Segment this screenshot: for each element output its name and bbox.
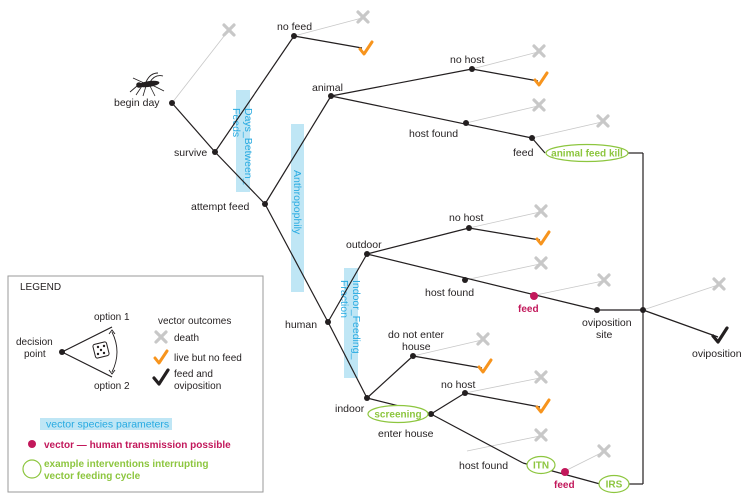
indoor-label: indoor (335, 403, 365, 415)
animal-label: animal (312, 82, 343, 94)
survive-label: survive (174, 147, 207, 159)
legend-param-swatch (40, 418, 172, 430)
screening-label: screening (374, 410, 421, 421)
param-bar-indoor-feeding-fraction (344, 268, 358, 378)
host-found-animal-label: host found (409, 128, 458, 140)
legend-live-no-feed: live but no feed (174, 353, 242, 364)
no-feed-label: no feed (277, 21, 312, 33)
transmission-point-outdoor (530, 292, 538, 300)
itn-label: ITN (533, 461, 549, 472)
no-host-outdoor-label: no host (449, 212, 484, 224)
feed-indoor-label: feed (554, 480, 575, 491)
host-found-indoor-label: host found (459, 460, 508, 472)
enter-house-label: enter house (378, 428, 434, 440)
legend-feed-oviposition: feed and oviposition (174, 369, 221, 392)
death-branches (171, 17, 719, 472)
legend-species-params: vector species parameters (46, 419, 169, 431)
do-not-enter-house-label: do not enter house (388, 329, 445, 353)
feed-animal-label: feed (513, 147, 534, 159)
dice-icon (92, 341, 110, 359)
begin-day-label: begin day (114, 97, 160, 109)
decision-nodes (169, 33, 646, 417)
no-host-indoor-label: no host (441, 379, 476, 391)
legend-transmission-dot (28, 440, 36, 448)
param-anthropophily-label: Anthropophily (291, 170, 303, 235)
mosquito-icon (129, 72, 165, 97)
irs-label: IRS (606, 480, 623, 491)
oviposition-site-label: oviposition site (582, 317, 632, 341)
human-label: human (285, 319, 317, 331)
feed-outdoor-label: feed (518, 304, 539, 315)
param-bar-anthropophily (291, 124, 304, 292)
legend-interventions: example interventions interrupting vector… (44, 459, 208, 482)
legend-death: death (174, 333, 199, 344)
legend-option1: option 1 (94, 312, 130, 323)
no-host-animal-label: no host (450, 54, 485, 66)
feed-oviposition-check-icon (711, 326, 729, 344)
oviposition-label: oviposition (692, 348, 742, 360)
legend-option2: option 2 (94, 381, 130, 392)
legend-vector-outcomes: vector outcomes (158, 316, 231, 327)
intervention-screening (367, 404, 429, 424)
legend-transmission: vector — human transmission possible (44, 440, 231, 451)
host-found-outdoor-label: host found (425, 287, 474, 299)
legend: LEGEND option 1 option 2 decision point v… (7, 275, 264, 493)
tree-edges (171, 35, 719, 485)
legend-title: LEGEND (20, 282, 61, 293)
param-days-between-feeds-label: Days_Between_Feeds (230, 108, 254, 185)
intervention-irs (598, 474, 630, 494)
intervention-animal-feed-kill (545, 143, 629, 163)
legend-intervention-circle (22, 459, 42, 479)
attempt-feed-label: attempt feed (191, 201, 250, 213)
animal-feed-kill-label: animal feed kill (551, 149, 623, 160)
intervention-itn (526, 455, 556, 475)
legend-decision-point: decision point (16, 337, 53, 360)
outdoor-label: outdoor (346, 239, 382, 251)
live-no-feed-check-icons (358, 40, 551, 414)
transmission-point-indoor (561, 468, 569, 476)
